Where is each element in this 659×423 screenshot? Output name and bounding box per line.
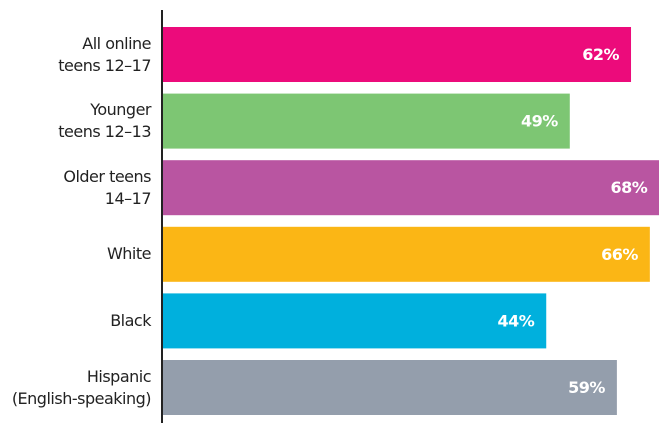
value-label: 49% <box>521 112 558 131</box>
bar <box>163 160 659 216</box>
bar <box>163 27 632 82</box>
bar <box>163 360 617 415</box>
value-label: 44% <box>497 311 534 330</box>
category-label: Hispanic (English-speaking) <box>11 366 152 408</box>
value-label: 59% <box>568 378 605 397</box>
bar <box>163 293 547 349</box>
category-label: White <box>106 244 152 264</box>
category-label: Black <box>110 310 151 330</box>
value-label: 66% <box>601 245 638 264</box>
value-label: 68% <box>610 178 647 197</box>
category-label: Younger teens 12–13 <box>58 100 151 142</box>
category-label: Older teens 14–17 <box>63 166 151 208</box>
value-label: 62% <box>582 45 619 64</box>
bar <box>163 93 570 149</box>
category-label: All online teens 12–17 <box>58 33 151 75</box>
bar <box>163 226 650 282</box>
